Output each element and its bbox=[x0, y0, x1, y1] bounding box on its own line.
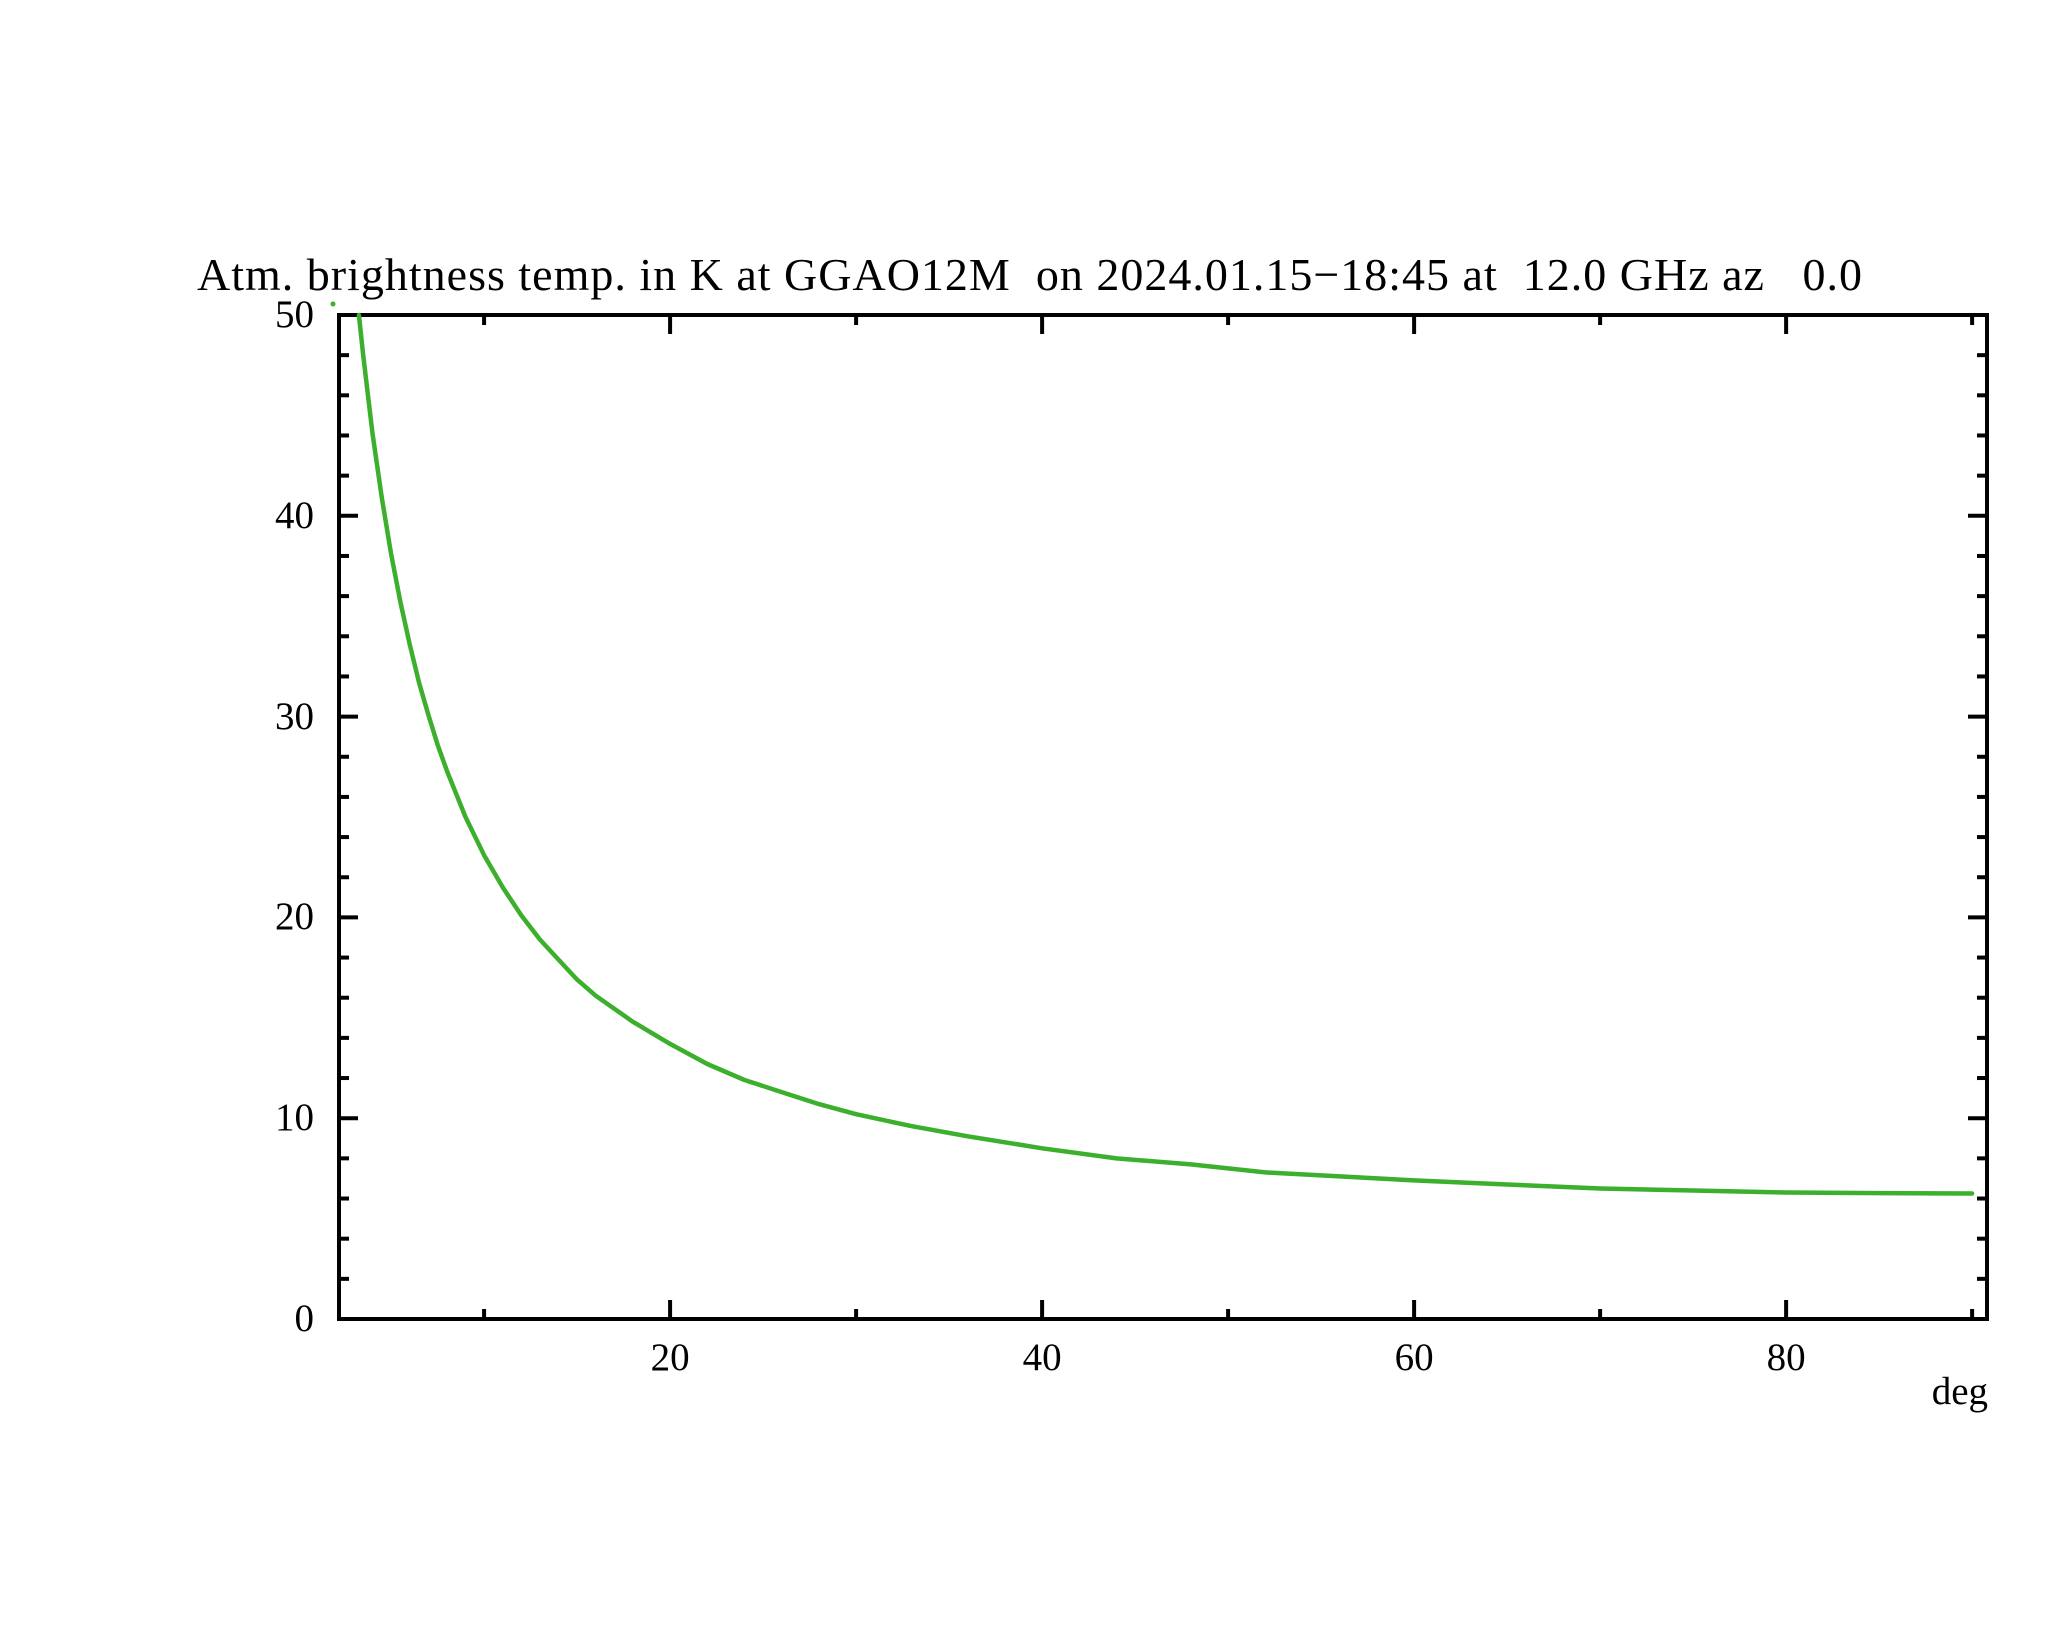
curve-clip-dot bbox=[330, 301, 336, 307]
x-tick-label: 60 bbox=[1394, 1336, 1434, 1379]
y-tick-label: 0 bbox=[294, 1297, 315, 1340]
y-tick-label: 10 bbox=[275, 1096, 314, 1140]
x-tick-label: 40 bbox=[1022, 1336, 1062, 1379]
x-tick-label: 80 bbox=[1766, 1336, 1806, 1379]
x-tick-label: 20 bbox=[650, 1336, 690, 1379]
y-tick-label: 20 bbox=[275, 895, 314, 939]
plot-frame bbox=[337, 313, 1989, 1321]
data-curve bbox=[356, 312, 1975, 1196]
x-axis-unit-label: deg bbox=[1931, 1370, 1988, 1413]
y-tick-label: 30 bbox=[275, 694, 314, 738]
y-tick-label: 50 bbox=[275, 293, 314, 336]
y-tick-label: 40 bbox=[275, 493, 314, 537]
chart-title: Atm. brightness temp. in K at GGAO12M on… bbox=[197, 249, 1863, 300]
